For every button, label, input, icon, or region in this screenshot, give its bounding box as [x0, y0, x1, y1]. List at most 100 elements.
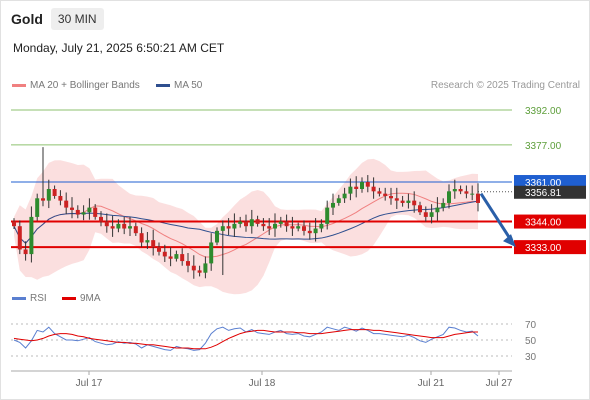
candle — [441, 198, 446, 212]
candle — [46, 179, 51, 209]
candle-body — [365, 182, 370, 187]
candle — [180, 248, 185, 266]
level-label-3361.00: 3361.00 — [525, 178, 562, 189]
candle — [371, 177, 376, 199]
x-tick-label: Jul 21 — [418, 378, 445, 389]
candle — [191, 255, 196, 279]
rsi-tick-label: 50 — [525, 336, 537, 347]
rsi-line — [13, 326, 479, 351]
candle-body — [267, 226, 272, 229]
candle — [110, 215, 115, 237]
candle — [278, 216, 283, 228]
candle — [354, 176, 359, 198]
candle-body — [447, 191, 451, 203]
candle — [400, 195, 405, 207]
candle-body — [168, 256, 173, 259]
rsi-tick-label: 30 — [525, 352, 537, 363]
rsi-ma-legend-label: 9MA — [80, 293, 101, 304]
candle-body — [313, 228, 318, 234]
level-tag-3333.00 — [514, 240, 586, 255]
candle — [267, 218, 272, 236]
candle — [209, 233, 214, 271]
rsi-legend-label: RSI — [30, 293, 47, 304]
candle — [394, 187, 399, 209]
candle — [360, 177, 364, 193]
candle-body — [23, 249, 28, 255]
level-tag-3344.00 — [514, 214, 586, 229]
candle-body — [220, 226, 225, 231]
candle-body — [255, 219, 260, 224]
candle-body — [371, 186, 376, 192]
candle — [418, 201, 422, 216]
candle-body — [41, 198, 45, 201]
candle-body — [377, 191, 382, 194]
candle-body — [70, 207, 74, 210]
candle-body — [75, 209, 80, 215]
candle — [17, 220, 22, 255]
candle — [389, 187, 393, 205]
candle-body — [354, 186, 359, 189]
candle — [377, 187, 382, 197]
candle-body — [249, 219, 254, 227]
candle-body — [226, 226, 231, 229]
candle — [151, 229, 156, 256]
candle — [64, 192, 69, 215]
ma50-line — [13, 200, 479, 244]
x-tick-label: Jul 17 — [76, 378, 103, 389]
candle — [128, 216, 132, 236]
candle-body — [128, 226, 132, 229]
candle-body — [302, 226, 306, 231]
candle — [255, 215, 260, 227]
candle-body — [435, 207, 440, 213]
forecast-arrow-head — [503, 234, 516, 248]
candle — [99, 211, 103, 227]
candle-body — [209, 242, 214, 264]
candle — [302, 220, 306, 236]
candle-body — [238, 221, 243, 224]
symbol-title: Gold — [11, 11, 43, 27]
candle — [215, 227, 219, 246]
candle-body — [17, 226, 22, 250]
candle-body — [104, 221, 109, 227]
candle — [133, 222, 138, 236]
candle — [75, 205, 80, 219]
candle-body — [423, 212, 428, 217]
forecast-arrow-shaft — [479, 192, 513, 241]
ma20-swatch — [12, 84, 26, 87]
candle-body — [58, 195, 63, 201]
candle-body — [52, 189, 57, 196]
candle — [139, 227, 144, 248]
copyright-text: Research © 2025 Trading Central — [430, 80, 580, 91]
rsi-tick-label: 70 — [525, 320, 537, 331]
rsi-ma-line — [13, 329, 478, 350]
candle — [406, 193, 411, 209]
candle — [220, 220, 225, 276]
candle-body — [81, 212, 86, 215]
rsi-swatch — [12, 297, 26, 300]
candle-body — [99, 216, 103, 222]
candle — [290, 216, 295, 236]
candle-body — [261, 223, 266, 227]
candle-body — [145, 240, 150, 243]
candle-body — [394, 198, 399, 201]
candle-body — [406, 200, 411, 203]
timeframe-badge[interactable]: 30 MIN — [50, 8, 104, 30]
candle — [319, 219, 324, 233]
candle-body — [244, 221, 248, 227]
candle-body — [87, 207, 92, 213]
candle-body — [452, 189, 457, 192]
candle-body — [383, 193, 388, 196]
candle — [336, 194, 341, 206]
candle — [29, 206, 34, 263]
candle — [284, 214, 289, 232]
candle-body — [157, 247, 161, 252]
candle-body — [389, 195, 393, 199]
candle-body — [191, 265, 196, 271]
candle-body — [458, 189, 463, 192]
candle-body — [273, 223, 277, 229]
candle-body — [278, 221, 283, 224]
candle-body — [122, 223, 127, 229]
candle — [232, 213, 237, 237]
candle — [81, 205, 86, 221]
